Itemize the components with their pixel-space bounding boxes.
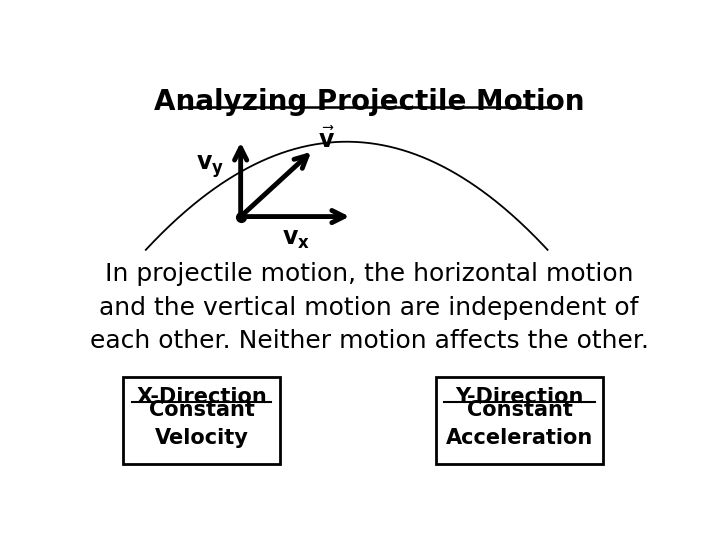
Text: Y-Direction: Y-Direction <box>456 387 584 407</box>
Text: Constant
Acceleration: Constant Acceleration <box>446 400 593 448</box>
Text: X-Direction: X-Direction <box>136 387 267 407</box>
Text: In projectile motion, the horizontal motion
and the vertical motion are independ: In projectile motion, the horizontal mot… <box>89 262 649 353</box>
FancyBboxPatch shape <box>436 377 603 464</box>
Text: $\vec{\mathbf{v}}$: $\vec{\mathbf{v}}$ <box>318 127 336 152</box>
Text: $\mathbf{v_y}$: $\mathbf{v_y}$ <box>196 153 224 180</box>
Text: Constant
Velocity: Constant Velocity <box>148 400 255 448</box>
FancyBboxPatch shape <box>124 377 280 464</box>
Text: Analyzing Projectile Motion: Analyzing Projectile Motion <box>154 87 584 116</box>
Text: $\mathbf{v_x}$: $\mathbf{v_x}$ <box>282 227 310 252</box>
